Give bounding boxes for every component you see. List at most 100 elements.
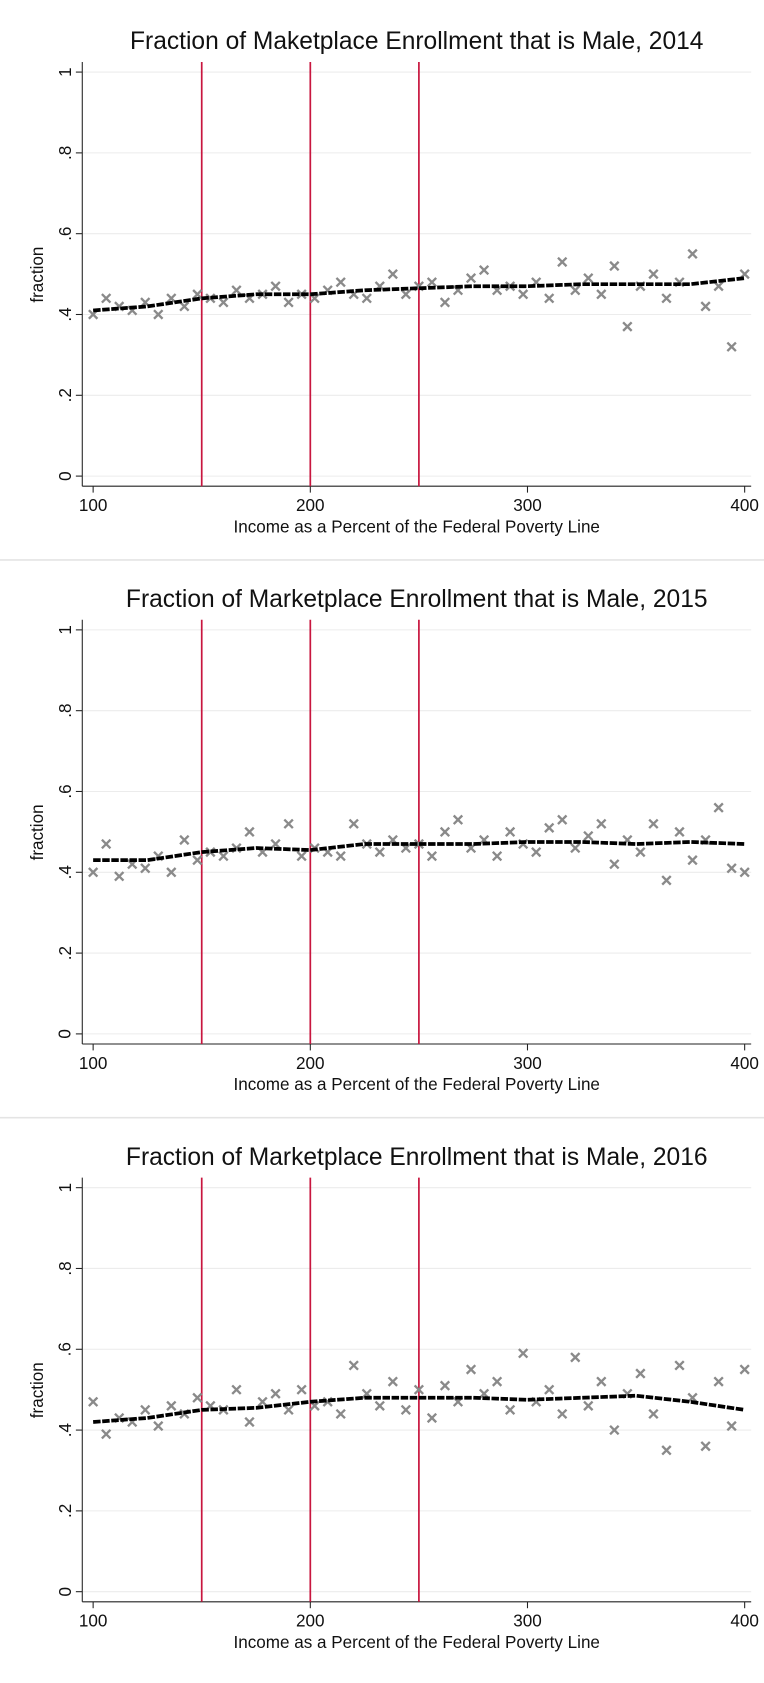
chart-title: Fraction of Marketplace Enrollment that … (126, 1144, 708, 1171)
chart-panel: Fraction of Marketplace Enrollment that … (28, 586, 759, 1094)
scatter-point (518, 1348, 529, 1359)
scatter-point (583, 830, 594, 842)
scatter-point (609, 260, 620, 272)
y-tick-label: .2 (56, 388, 75, 402)
scatter-point (270, 1388, 281, 1399)
x-tick-label: 100 (79, 496, 107, 515)
scatter-point (218, 297, 229, 308)
scatter-point (413, 1384, 425, 1395)
scatter-point (544, 293, 555, 304)
scatter-point (544, 1384, 555, 1395)
x-axis-label: Income as a Percent of the Federal Pover… (234, 517, 600, 536)
scatter-point (531, 846, 542, 858)
scatter-point (570, 1352, 581, 1363)
scatter-point (257, 1396, 268, 1407)
scatter-point (661, 1445, 672, 1456)
y-axis-label: fraction (28, 247, 47, 303)
scatter-point (413, 838, 425, 850)
scatter-point (439, 1380, 451, 1391)
scatter-point (596, 289, 607, 300)
scatter-point (387, 268, 398, 280)
x-tick-label: 300 (513, 1612, 541, 1631)
scatter-point (452, 814, 464, 825)
scatter-point (400, 1404, 411, 1415)
y-tick-label: .8 (56, 704, 75, 718)
scatter-point (570, 842, 581, 854)
scatter-point (635, 846, 646, 858)
scatter-point (231, 1384, 242, 1395)
scatter-point (153, 1420, 164, 1432)
scatter-point (687, 248, 698, 259)
scatter-point (465, 1364, 477, 1375)
scatter-point (713, 281, 724, 292)
scatter-point (518, 289, 529, 300)
scatter-point (622, 321, 633, 332)
scatter-point (465, 273, 477, 284)
scatter-point (687, 855, 698, 866)
scatter-point (713, 1376, 724, 1387)
chart-panel: Fraction of Maketplace Enrollment that i… (28, 28, 759, 536)
scatter-point (439, 826, 451, 837)
y-tick-label: 0 (56, 471, 75, 481)
scatter-point (283, 818, 294, 829)
scatter-point (583, 1400, 594, 1411)
scatter-point (400, 289, 411, 300)
scatter-point (596, 818, 607, 829)
scatter-point (348, 818, 359, 829)
x-tick-label: 300 (513, 1054, 541, 1073)
y-tick-label: .2 (56, 946, 75, 960)
y-tick-label: .6 (56, 784, 75, 798)
scatter-point (648, 1408, 659, 1420)
x-tick-label: 400 (730, 1612, 758, 1631)
chart-title: Fraction of Maketplace Enrollment that i… (130, 28, 703, 55)
fit-line (92, 1393, 745, 1424)
scatter-point (426, 277, 438, 288)
scatter-point (557, 814, 568, 825)
scatter-point (270, 281, 281, 292)
x-axis-label: Income as a Percent of the Federal Pover… (234, 1633, 600, 1652)
scatter-point (713, 802, 724, 813)
scatter-point (387, 1376, 398, 1387)
scatter-point (166, 1400, 177, 1411)
chart-panel: Fraction of Marketplace Enrollment that … (28, 1144, 759, 1652)
scatter-point (478, 264, 490, 276)
scatter-point (609, 859, 620, 870)
x-tick-label: 100 (79, 1054, 107, 1073)
chart-title: Fraction of Marketplace Enrollment that … (126, 586, 708, 613)
y-axis-label: fraction (28, 1362, 47, 1418)
scatter-point (192, 855, 203, 866)
scatter-point (739, 867, 750, 878)
scatter-point (635, 1368, 646, 1379)
y-axis-label: fraction (28, 804, 47, 860)
scatter-point (426, 1412, 438, 1424)
scatter-point (140, 863, 151, 874)
scatter-point (700, 301, 711, 312)
scatter-point (166, 867, 177, 878)
scatter-point (674, 1360, 685, 1371)
scatter-point (583, 273, 594, 284)
scatter-point (557, 256, 568, 268)
scatter-point (270, 838, 281, 850)
y-tick-label: 1 (56, 1183, 75, 1193)
scatter-point (674, 826, 685, 837)
y-tick-label: 1 (56, 625, 75, 635)
scatter-point (726, 341, 737, 352)
scatter-point (544, 822, 555, 833)
scatter-point (570, 285, 581, 296)
scatter-point (192, 289, 203, 300)
y-tick-label: .4 (56, 1423, 75, 1437)
scatter-point (700, 1441, 711, 1452)
scatter-point (296, 1384, 307, 1395)
scatter-point (140, 1404, 151, 1415)
y-tick-label: .4 (56, 307, 75, 321)
fit-line (92, 276, 745, 313)
y-tick-label: .6 (56, 1342, 75, 1356)
scatter-point (491, 851, 503, 862)
scatter-point (231, 285, 242, 296)
scatter-point (609, 1424, 620, 1436)
scatter-point (661, 293, 672, 304)
scatter-point (283, 297, 294, 308)
scatter-point (153, 309, 164, 320)
scatter-point (348, 1360, 359, 1371)
